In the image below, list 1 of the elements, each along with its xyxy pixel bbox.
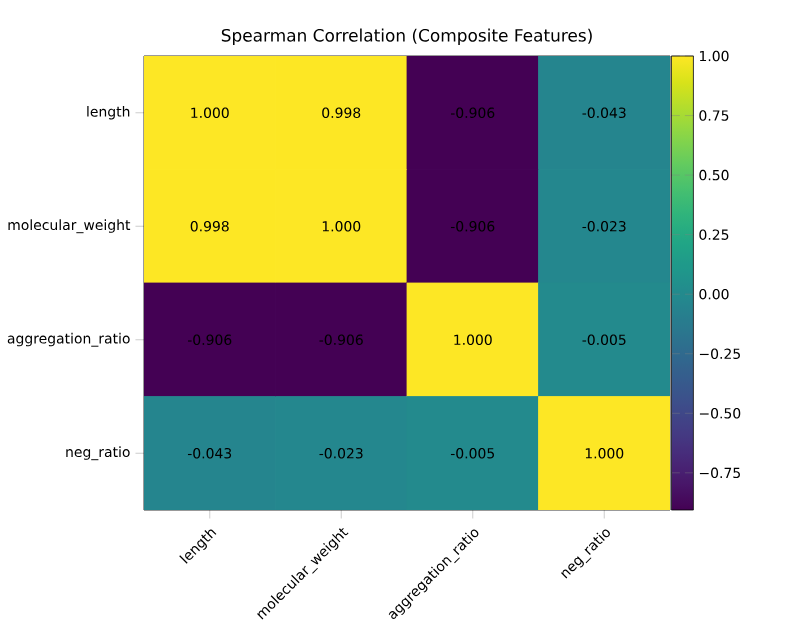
chart-title: Spearman Correlation (Composite Features) [221, 28, 592, 46]
